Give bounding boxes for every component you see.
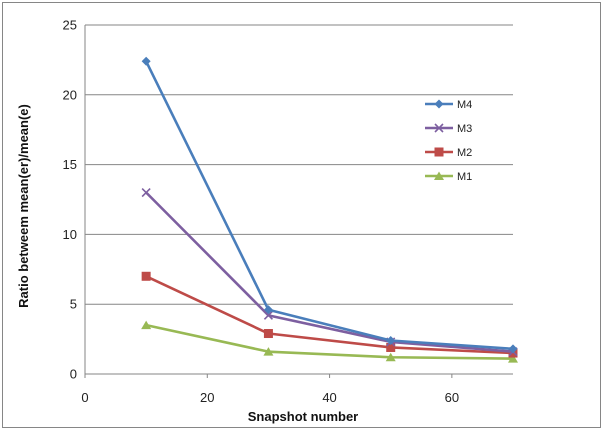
legend-label-m3: M3 [457,123,472,135]
y-tick-label: 5 [70,297,77,312]
legend-marker-m4 [434,99,444,109]
y-tick-label: 10 [63,227,77,242]
x-tick-labels: 0 20 40 60 [81,390,459,405]
data-point-m4 [386,335,396,345]
legend-label-m1: M1 [457,171,472,183]
legend-label-m4: M4 [457,99,472,111]
y-tick-label: 20 [63,87,77,102]
legend: M4 M3 M2 M1 [425,99,472,183]
x-tick-label: 0 [81,390,88,405]
gridlines [85,24,513,305]
data-point-m1 [385,352,396,362]
data-point-m2 [141,271,151,281]
chart-area [2,2,601,428]
data-point-m3 [263,310,273,320]
x-tick-label: 40 [322,390,336,405]
series-line-m2 [145,275,514,355]
x-tick-label: 60 [445,390,459,405]
data-point-m1 [508,354,518,363]
y-tick-label: 0 [70,367,77,382]
legend-marker-m2 [434,147,444,157]
legend-marker-m1 [434,171,444,180]
x-tick-label: 20 [200,390,214,405]
y-axis-title: Ratio betweem mean(er)/mean(e) [16,104,31,308]
data-point-m1 [141,320,152,330]
y-tick-label: 25 [63,18,77,33]
data-point-m3 [141,187,151,198]
data-point-m1 [263,347,274,356]
y-tick-labels: 0 5 10 15 20 25 [63,18,77,382]
series-line-m3 [145,191,514,353]
series-line-m1 [145,323,514,360]
series-group [141,56,518,363]
legend-label-m2: M2 [457,147,472,159]
data-point-m2 [386,342,396,352]
data-point-m4 [508,344,518,354]
data-point-m2 [263,329,273,339]
series-line-m4 [144,60,514,351]
data-point-m4 [141,56,151,66]
y-tick-label: 15 [63,157,77,172]
legend-marker-m3 [434,123,444,133]
x-axis-title: Snapshot number [248,409,359,424]
data-point-m4 [263,305,273,315]
axes [84,25,513,378]
